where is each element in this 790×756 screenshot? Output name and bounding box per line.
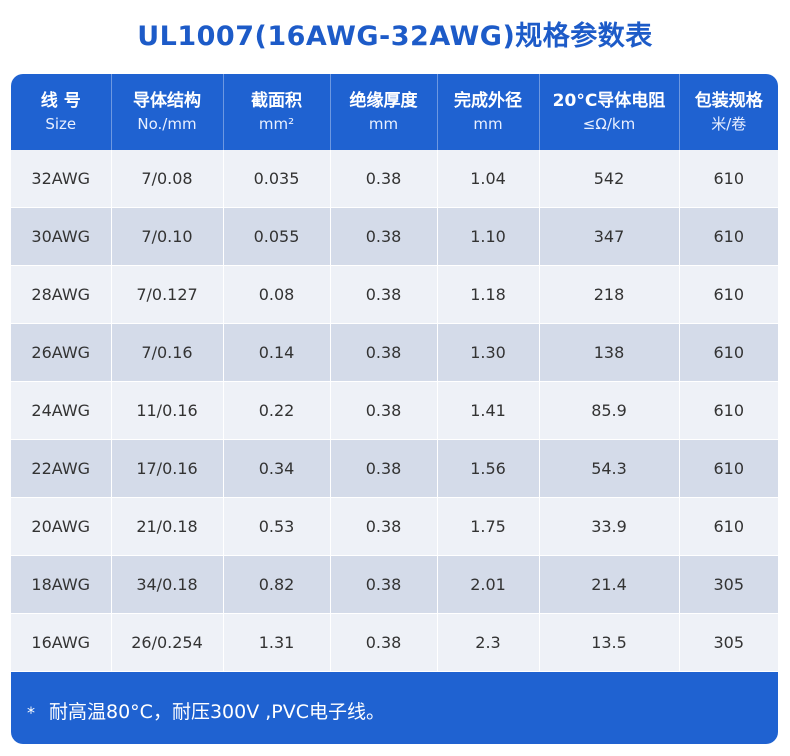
- cell-size: 16AWG: [11, 613, 112, 672]
- cell-packaging: 305: [679, 555, 778, 614]
- cell-size: 30AWG: [11, 207, 112, 266]
- footnote: * 耐高温80°C，耐压300V ,PVC电子线。: [11, 682, 778, 744]
- spec-table-card: 线 号 Size 导体结构 No./mm 截面积 mm² 绝缘厚度 mm 完成外径 mm …: [11, 74, 778, 744]
- cell-area: 0.34: [223, 439, 331, 498]
- cell-resistance: 33.9: [539, 497, 680, 556]
- cell-insulation: 0.38: [330, 323, 438, 382]
- table-row: 32AWG 7/0.08 0.035 0.38 1.04 542 610: [11, 150, 778, 208]
- cell-conductor: 7/0.127: [111, 265, 224, 324]
- table-header-row: 线 号 Size 导体结构 No./mm 截面积 mm² 绝缘厚度 mm 完成外径 mm …: [11, 74, 778, 150]
- table-row: 16AWG 26/0.254 1.31 0.38 2.3 13.5 305: [11, 613, 778, 672]
- cell-insulation: 0.38: [330, 613, 438, 672]
- cell-conductor: 11/0.16: [111, 381, 224, 440]
- cell-outer-diameter: 1.04: [437, 150, 540, 208]
- table-row: 30AWG 7/0.10 0.055 0.38 1.10 347 610: [11, 207, 778, 266]
- footnote-marker: *: [27, 702, 35, 722]
- cell-conductor: 7/0.08: [111, 150, 224, 208]
- table-row: 24AWG 11/0.16 0.22 0.38 1.41 85.9 610: [11, 381, 778, 440]
- cell-packaging: 610: [679, 207, 778, 266]
- cell-size: 22AWG: [11, 439, 112, 498]
- header-insulation: 绝缘厚度 mm: [330, 74, 438, 150]
- cell-insulation: 0.38: [330, 497, 438, 556]
- cell-resistance: 54.3: [539, 439, 680, 498]
- header-conductor: 导体结构 No./mm: [111, 74, 224, 150]
- cell-size: 28AWG: [11, 265, 112, 324]
- cell-area: 0.53: [223, 497, 331, 556]
- cell-outer-diameter: 1.30: [437, 323, 540, 382]
- cell-insulation: 0.38: [330, 555, 438, 614]
- header-resistance: 20°C导体电阻 ≤Ω/km: [539, 74, 680, 150]
- table-row: 22AWG 17/0.16 0.34 0.38 1.56 54.3 610: [11, 439, 778, 498]
- cell-packaging: 610: [679, 439, 778, 498]
- cell-resistance: 347: [539, 207, 680, 266]
- cell-packaging: 610: [679, 381, 778, 440]
- cell-conductor: 17/0.16: [111, 439, 224, 498]
- cell-outer-diameter: 1.41: [437, 381, 540, 440]
- header-outer-diameter: 完成外径 mm: [437, 74, 540, 150]
- cell-size: 18AWG: [11, 555, 112, 614]
- cell-conductor: 21/0.18: [111, 497, 224, 556]
- cell-area: 0.055: [223, 207, 331, 266]
- cell-resistance: 13.5: [539, 613, 680, 672]
- cell-resistance: 85.9: [539, 381, 680, 440]
- table-row: 20AWG 21/0.18 0.53 0.38 1.75 33.9 610: [11, 497, 778, 556]
- cell-insulation: 0.38: [330, 150, 438, 208]
- cell-area: 0.035: [223, 150, 331, 208]
- cell-packaging: 610: [679, 150, 778, 208]
- cell-size: 26AWG: [11, 323, 112, 382]
- cell-outer-diameter: 1.10: [437, 207, 540, 266]
- header-size: 线 号 Size: [11, 74, 112, 150]
- cell-insulation: 0.38: [330, 265, 438, 324]
- header-packaging: 包装规格 米/卷: [694, 91, 763, 133]
- table-row: 26AWG 7/0.16 0.14 0.38 1.30 138 610: [11, 323, 778, 382]
- cell-area: 1.31: [223, 613, 331, 672]
- cell-conductor: 26/0.254: [111, 613, 224, 672]
- cell-resistance: 138: [539, 323, 680, 382]
- cell-packaging: 610: [679, 497, 778, 556]
- cell-resistance: 542: [539, 150, 680, 208]
- cell-insulation: 0.38: [330, 439, 438, 498]
- spec-table: 线 号 Size 导体结构 No./mm 截面积 mm² 绝缘厚度 mm 完成外径 mm …: [11, 74, 778, 672]
- cell-area: 0.08: [223, 265, 331, 324]
- cell-size: 32AWG: [11, 150, 112, 208]
- cell-conductor: 34/0.18: [111, 555, 224, 614]
- cell-size: 20AWG: [11, 497, 112, 556]
- table-body: 32AWG 7/0.08 0.035 0.38 1.04 542 610 30A…: [11, 150, 778, 672]
- cell-area: 0.22: [223, 381, 331, 440]
- page-title: UL1007(16AWG-32AWG)规格参数表: [137, 21, 653, 52]
- cell-area: 0.14: [223, 323, 331, 382]
- cell-insulation: 0.38: [330, 207, 438, 266]
- cell-outer-diameter: 1.18: [437, 265, 540, 324]
- cell-area: 0.82: [223, 555, 331, 614]
- cell-resistance: 218: [539, 265, 680, 324]
- table-row: 28AWG 7/0.127 0.08 0.38 1.18 218 610: [11, 265, 778, 324]
- cell-conductor: 7/0.16: [111, 323, 224, 382]
- cell-insulation: 0.38: [330, 381, 438, 440]
- cell-packaging: 610: [679, 265, 778, 324]
- footnote-text: 耐高温80°C，耐压300V ,PVC电子线。: [49, 701, 386, 723]
- cell-size: 24AWG: [11, 381, 112, 440]
- cell-outer-diameter: 2.01: [437, 555, 540, 614]
- cell-outer-diameter: 1.56: [437, 439, 540, 498]
- table-row: 18AWG 34/0.18 0.82 0.38 2.01 21.4 305: [11, 555, 778, 614]
- header-area: 截面积 mm²: [223, 74, 331, 150]
- cell-packaging: 305: [679, 613, 778, 672]
- cell-outer-diameter: 2.3: [437, 613, 540, 672]
- cell-outer-diameter: 1.75: [437, 497, 540, 556]
- cell-resistance: 21.4: [539, 555, 680, 614]
- cell-conductor: 7/0.10: [111, 207, 224, 266]
- cell-packaging: 610: [679, 323, 778, 382]
